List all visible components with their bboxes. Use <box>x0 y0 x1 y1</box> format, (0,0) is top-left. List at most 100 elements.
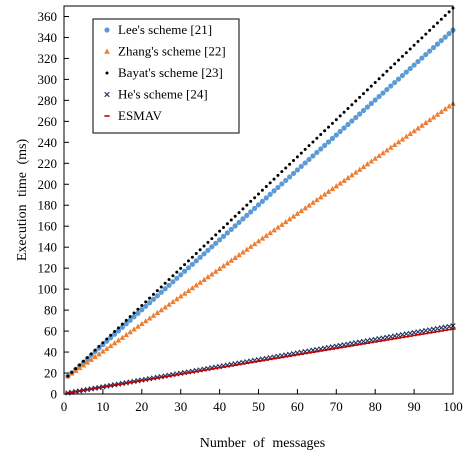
data-point <box>216 265 223 271</box>
data-point <box>290 170 297 177</box>
data-point <box>218 229 222 233</box>
data-point <box>271 188 277 194</box>
legend-label: ESMAV <box>118 108 162 123</box>
data-point <box>151 292 155 296</box>
data-point <box>158 307 165 313</box>
legend-marker <box>104 27 110 33</box>
data-point <box>427 48 433 54</box>
data-point <box>292 159 296 163</box>
data-point <box>66 374 70 378</box>
data-point <box>325 188 332 194</box>
x-tick-label: 10 <box>96 399 109 414</box>
data-point <box>241 207 245 211</box>
data-point <box>210 237 214 241</box>
data-point <box>128 315 132 319</box>
data-point <box>349 172 355 178</box>
data-point <box>100 348 106 354</box>
data-point <box>144 300 148 304</box>
data-point <box>376 93 382 100</box>
y-tick-label: 200 <box>38 177 58 192</box>
data-point <box>103 345 110 351</box>
x-axis-title: Number of messages <box>200 436 325 451</box>
data-point <box>327 125 331 129</box>
x-tick-label: 70 <box>330 399 343 414</box>
data-point <box>109 333 113 337</box>
data-point <box>124 318 128 322</box>
data-point <box>115 337 122 343</box>
data-point <box>205 274 211 280</box>
data-point <box>346 106 350 110</box>
data-point <box>97 344 101 348</box>
data-point <box>213 240 219 246</box>
data-point <box>146 300 153 306</box>
data-point <box>146 315 153 321</box>
data-point <box>395 139 402 145</box>
series-2 <box>66 6 455 378</box>
data-point <box>434 41 441 47</box>
data-point <box>113 330 117 334</box>
data-point <box>104 338 110 344</box>
data-point <box>307 144 311 148</box>
data-point <box>119 324 125 330</box>
data-point <box>170 298 176 305</box>
data-point <box>232 223 238 229</box>
y-tick-label: 240 <box>38 135 58 150</box>
data-point <box>259 198 265 204</box>
data-point <box>372 97 378 103</box>
data-point <box>365 88 369 92</box>
data-point <box>279 221 285 227</box>
data-point <box>271 227 277 233</box>
legend-marker <box>105 71 109 75</box>
data-point <box>314 196 320 203</box>
data-point <box>183 263 187 267</box>
axes: 0 10 20 30 40 50 60 70 80 90 100 0 20 40 60 80 100 120 140… <box>15 5 463 451</box>
data-point <box>306 156 312 163</box>
y-tick-label: 220 <box>38 156 58 171</box>
data-point <box>108 335 114 341</box>
data-point <box>368 158 375 164</box>
legend: Lee's scheme [21] Zhang's scheme [22] Baya… <box>92 18 240 134</box>
y-tick-label: 160 <box>38 219 58 234</box>
data-point <box>193 258 199 264</box>
data-point <box>426 117 433 123</box>
series-1 <box>65 100 456 379</box>
data-point <box>430 114 437 120</box>
data-point <box>150 312 157 318</box>
data-point <box>116 326 120 330</box>
data-point <box>236 219 242 225</box>
data-point <box>221 225 225 229</box>
data-point <box>298 207 305 214</box>
data-point <box>430 44 437 51</box>
y-tick-label: 0 <box>51 387 58 402</box>
data-point <box>314 149 320 156</box>
data-point <box>310 199 316 205</box>
data-point <box>143 303 149 309</box>
data-point <box>119 334 126 340</box>
data-point <box>295 155 299 159</box>
data-point <box>419 122 425 128</box>
data-point <box>275 224 281 230</box>
data-point <box>224 260 231 266</box>
data-point <box>388 83 394 89</box>
data-point <box>318 146 324 152</box>
data-point <box>131 326 137 332</box>
data-point <box>248 209 254 215</box>
data-point <box>174 296 180 302</box>
data-point <box>150 296 157 302</box>
data-point <box>302 205 308 211</box>
x-tick-label: 50 <box>252 399 265 414</box>
data-point <box>92 353 98 360</box>
data-point <box>311 140 315 144</box>
data-point <box>442 106 449 112</box>
data-point <box>337 128 343 135</box>
data-point <box>123 331 130 338</box>
data-point <box>380 90 386 96</box>
legend-label: Bayat's scheme [23] <box>118 65 223 80</box>
data-point <box>399 136 406 142</box>
data-point <box>389 66 393 70</box>
data-point <box>232 254 238 260</box>
y-tick-label: 100 <box>38 282 58 297</box>
data-point <box>167 278 171 282</box>
data-point <box>162 286 168 292</box>
data-point <box>154 293 160 299</box>
